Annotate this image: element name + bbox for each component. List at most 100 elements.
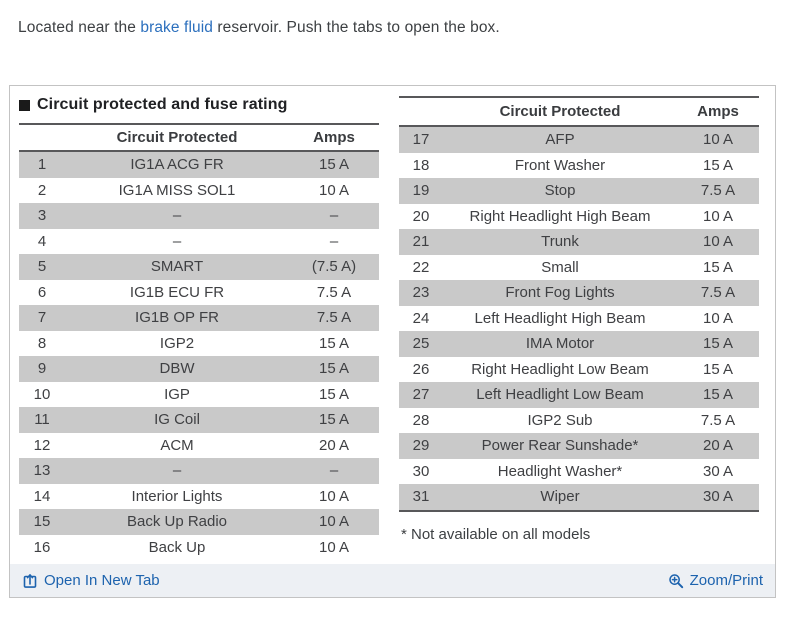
zoom-icon (668, 573, 683, 588)
fuse-row-19: 19 Stop 7.5 A (399, 178, 759, 204)
cell-num: 21 (412, 233, 430, 251)
cell-amps: 10 A (318, 487, 350, 505)
footnote: * Not available on all models (401, 525, 591, 543)
panel-footer: Open In New Tab Zoom/Print (10, 564, 775, 597)
fuse-row-27: 27 Left Headlight Low Beam 15 A (399, 382, 759, 408)
cell-amps: 15 A (702, 360, 734, 378)
fuse-row-21: 21 Trunk 10 A (399, 229, 759, 255)
cell-circuit: IG1B ECU FR (129, 283, 225, 301)
cell-amps: 15 A (702, 156, 734, 174)
cell-num: 14 (33, 487, 51, 505)
fuse-table-1-16: Circuit Protected Amps 1 IG1A ACG FR 15 A 2… (19, 123, 379, 560)
cell-circuit: Back Up Radio (126, 513, 228, 531)
cell-circuit: ACM (160, 436, 194, 454)
brake-fluid-link[interactable]: brake fluid (140, 19, 213, 36)
cell-amps: 15 A (702, 386, 734, 404)
fuse-row-22: 22 Small 15 A (399, 255, 759, 281)
fuse-row-17: 17 AFP 10 A (399, 126, 759, 153)
cell-num: 19 (412, 182, 430, 200)
cell-amps: 20 A (702, 437, 734, 455)
cell-amps: 30 A (702, 462, 734, 480)
fuse-row-9: 9 DBW 15 A (19, 356, 379, 382)
cell-num: 30 (412, 462, 430, 480)
cell-num: 1 (37, 156, 47, 174)
cell-circuit: AFP (545, 131, 575, 149)
zoom-print-label: Zoom/Print (689, 572, 763, 589)
open-in-new-tab-icon (23, 573, 37, 588)
cell-circuit: Front Fog Lights (505, 284, 615, 302)
cell-num: 31 (399, 484, 443, 512)
cell-amps: 7.5 A (316, 309, 352, 327)
column-header-num (19, 123, 65, 152)
cell-num: 8 (37, 334, 47, 352)
fuse-row-7: 7 IG1B OP FR 7.5 A (19, 305, 379, 331)
cell-circuit: Left Headlight Low Beam (476, 386, 644, 404)
fuse-row-20: 20 Right Headlight High Beam 10 A (399, 204, 759, 230)
cell-num: 28 (412, 411, 430, 429)
table-header-row: Circuit Protected Amps (19, 123, 379, 152)
cell-circuit: DBW (159, 360, 195, 378)
cell-num: 5 (37, 258, 47, 276)
fuse-row-6: 6 IG1B ECU FR 7.5 A (19, 280, 379, 306)
cell-num: 15 (33, 513, 51, 531)
cell-circuit: IG1A MISS SOL1 (118, 181, 236, 199)
cell-num: 11 (34, 411, 50, 429)
cell-circuit: Power Rear Sunshade* (481, 437, 639, 455)
column-header-amps: Amps (677, 96, 759, 127)
fuse-row-13: 13 – – (19, 458, 379, 484)
cell-num: 3 (37, 207, 47, 225)
cell-circuit: – (172, 232, 182, 250)
cell-amps: 10 A (318, 538, 350, 556)
cell-num: 12 (33, 436, 51, 454)
cell-circuit: – (172, 462, 182, 480)
cell-circuit: Stop (544, 182, 576, 200)
cell-circuit: IGP2 Sub (527, 411, 593, 429)
fuse-row-15: 15 Back Up Radio 10 A (19, 509, 379, 535)
cell-num: 16 (33, 538, 51, 556)
open-in-new-tab-label: Open In New Tab (44, 572, 160, 589)
cell-circuit: Small (541, 258, 579, 276)
cell-num: 10 (33, 385, 51, 403)
fuse-row-12: 12 ACM 20 A (19, 433, 379, 459)
cell-circuit: – (172, 207, 182, 225)
panel-title-text: Circuit protected and fuse rating (37, 96, 288, 113)
column-header-amps: Amps (289, 123, 379, 152)
cell-amps: 15 A (318, 156, 350, 174)
fuse-row-30: 30 Headlight Washer* 30 A (399, 459, 759, 485)
fuse-row-18: 18 Front Washer 15 A (399, 153, 759, 179)
cell-num: 13 (33, 462, 51, 480)
cell-circuit: Headlight Washer* (497, 462, 623, 480)
cell-amps: 15 A (318, 334, 350, 352)
fuse-row-24: 24 Left Headlight High Beam 10 A (399, 306, 759, 332)
cell-amps: 10 A (702, 309, 734, 327)
panel-title: Circuit protected and fuse rating (19, 95, 379, 115)
fuse-row-25: 25 IMA Motor 15 A (399, 331, 759, 357)
cell-circuit: Right Headlight Low Beam (471, 360, 649, 378)
column-header-num (399, 96, 443, 127)
cell-amps: 10 A (702, 131, 734, 149)
fuse-row-26: 26 Right Headlight Low Beam 15 A (399, 357, 759, 383)
cell-amps: 15 A (318, 411, 350, 429)
cell-circuit: Left Headlight High Beam (474, 309, 646, 327)
fuse-rating-panel: Circuit protected and fuse rating Circui… (9, 85, 776, 598)
cell-circuit: Trunk (541, 233, 579, 251)
cell-amps: (7.5 A) (311, 258, 357, 276)
cell-num: 4 (37, 232, 47, 250)
zoom-print-link[interactable]: Zoom/Print (668, 572, 763, 589)
cell-circuit: IG1B OP FR (135, 309, 219, 327)
section-marker-icon (19, 99, 30, 111)
fuse-row-3: 3 – – (19, 203, 379, 229)
cell-circuit: Wiper (443, 484, 677, 512)
cell-amps: 15 A (318, 360, 350, 378)
intro-text-before: Located near the (18, 19, 141, 36)
fuse-table-17-31: Circuit Protected Amps 17 AFP 10 A 18 Front … (399, 96, 759, 512)
cell-amps: 30 A (677, 484, 759, 512)
cell-num: 6 (37, 283, 47, 301)
table-header-row: Circuit Protected Amps (399, 96, 759, 127)
column-header-circuit: Circuit Protected (443, 96, 677, 127)
intro-text-after: reservoir. Push the tabs to open the box… (212, 19, 500, 36)
cell-amps: 7.5 A (700, 284, 736, 302)
fuse-row-10: 10 IGP 15 A (19, 382, 379, 408)
cell-circuit: IG1A ACG FR (130, 156, 224, 174)
open-in-new-tab-link[interactable]: Open In New Tab (22, 572, 160, 589)
